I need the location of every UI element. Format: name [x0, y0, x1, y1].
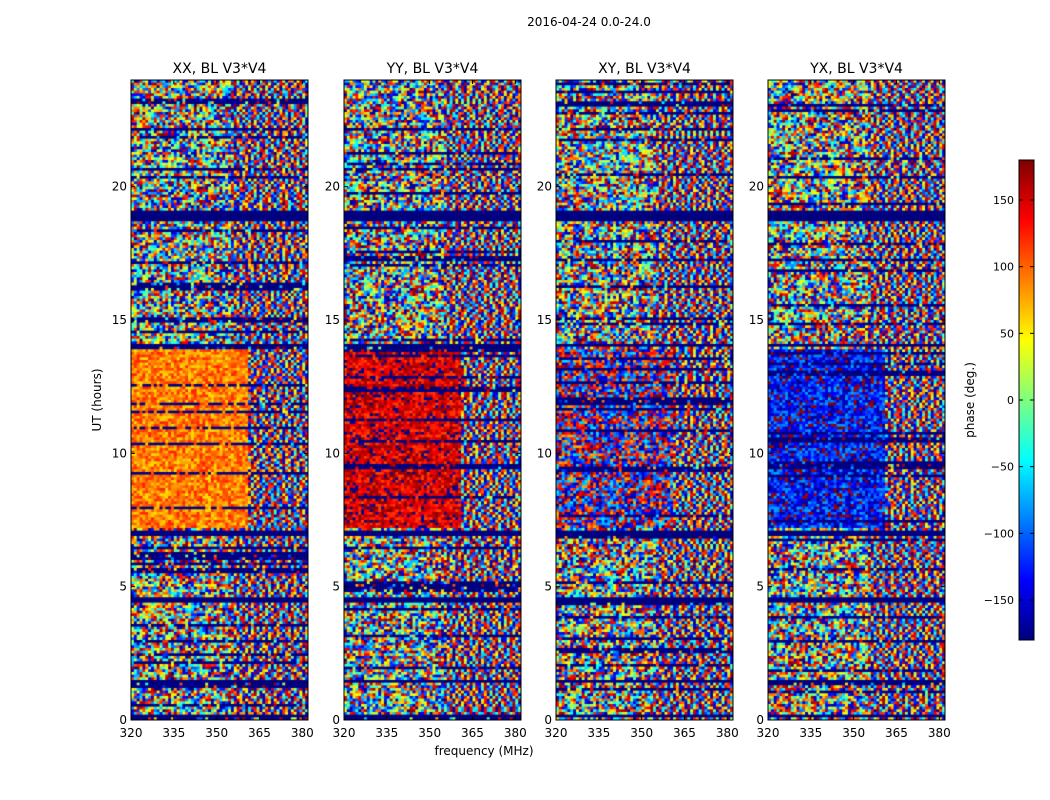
- phase-heatmap-yx: [768, 80, 945, 720]
- panel-title: YY, BL V3*V4: [386, 61, 479, 77]
- colorbar-tick-label: −50: [991, 461, 1014, 474]
- y-tick-label: 15: [325, 313, 340, 327]
- y-tick-label: 15: [749, 313, 764, 327]
- y-tick-label: 0: [332, 713, 340, 727]
- y-tick-label: 5: [756, 580, 764, 594]
- y-tick-label: 15: [537, 313, 552, 327]
- phase-heatmap-yy: [344, 80, 521, 720]
- y-tick-label: 15: [112, 313, 127, 327]
- y-tick-label: 0: [119, 713, 127, 727]
- colorbar-tick-label: 0: [1007, 394, 1014, 407]
- colorbar-tick-label: 150: [993, 194, 1014, 207]
- x-tick-label: 335: [799, 726, 822, 740]
- y-tick-label: 10: [112, 446, 127, 460]
- colorbar-tick-label: 100: [993, 261, 1014, 274]
- y-tick-label: 10: [325, 446, 340, 460]
- panel-frame: [767, 79, 946, 721]
- x-tick-label: 350: [205, 726, 228, 740]
- colorbar: 150 100 50 0 −50 −100 −150: [984, 159, 1035, 641]
- x-tick-label: 380: [291, 726, 314, 740]
- y-tick-label: 20: [325, 180, 340, 194]
- phase-heatmap-xx: [131, 80, 308, 720]
- x-tick-label: 365: [248, 726, 271, 740]
- y-axis-label: UT (hours): [90, 368, 104, 431]
- x-tick-label: 335: [162, 726, 185, 740]
- y-tick-label: 20: [112, 180, 127, 194]
- y-tick-label: 0: [544, 713, 552, 727]
- panel-frame: [130, 79, 309, 721]
- colorbar-tick-label: 50: [1000, 327, 1014, 340]
- panel-yx: YX, BL V3*V4 320 335 350 365 380 0 5 10 15 20: [749, 61, 951, 740]
- panel-xy: XY, BL V3*V4 320 335 350 365 380 0 5 10 15 20: [537, 61, 739, 740]
- x-tick-label: 380: [716, 726, 739, 740]
- x-tick-label: 365: [461, 726, 484, 740]
- y-tick-label: 5: [119, 580, 127, 594]
- panel-title: XY, BL V3*V4: [598, 61, 691, 77]
- y-tick-label: 10: [749, 446, 764, 460]
- y-tick-label: 10: [537, 446, 552, 460]
- x-tick-label: 335: [587, 726, 610, 740]
- panel-title: XX, BL V3*V4: [173, 61, 267, 77]
- x-tick-label: 320: [545, 726, 568, 740]
- x-tick-label: 350: [418, 726, 441, 740]
- colorbar-label: phase (deg.): [963, 362, 977, 438]
- y-tick-label: 5: [332, 580, 340, 594]
- phase-heatmap-xy: [556, 80, 733, 720]
- colorbar-tick-label: −100: [984, 527, 1014, 540]
- y-tick-label: 20: [537, 180, 552, 194]
- panel-xx: XX, BL V3*V4 320 335 350 365 380 0 5 10 15 20: [112, 61, 314, 740]
- y-tick-label: 5: [544, 580, 552, 594]
- panel-frame: [555, 79, 734, 721]
- y-tick-label: 0: [756, 713, 764, 727]
- x-tick-label: 350: [842, 726, 865, 740]
- x-tick-label: 365: [673, 726, 696, 740]
- x-tick-label: 350: [630, 726, 653, 740]
- x-tick-label: 380: [504, 726, 527, 740]
- x-axis-label: frequency (MHz): [434, 744, 533, 758]
- panel-yy: YY, BL V3*V4 320 335 350 365 380 0 5 10 15 20: [325, 61, 527, 740]
- x-tick-label: 320: [120, 726, 143, 740]
- panel-frame: [343, 79, 522, 721]
- colorbar-tick-label: −150: [984, 594, 1014, 607]
- x-tick-label: 320: [333, 726, 356, 740]
- x-tick-label: 380: [928, 726, 951, 740]
- panel-title: YX, BL V3*V4: [809, 61, 903, 77]
- x-tick-label: 320: [757, 726, 780, 740]
- x-tick-label: 365: [885, 726, 908, 740]
- figure-suptitle: 2016-04-24 0.0-24.0: [527, 15, 651, 29]
- y-tick-label: 20: [749, 180, 764, 194]
- x-tick-label: 335: [375, 726, 398, 740]
